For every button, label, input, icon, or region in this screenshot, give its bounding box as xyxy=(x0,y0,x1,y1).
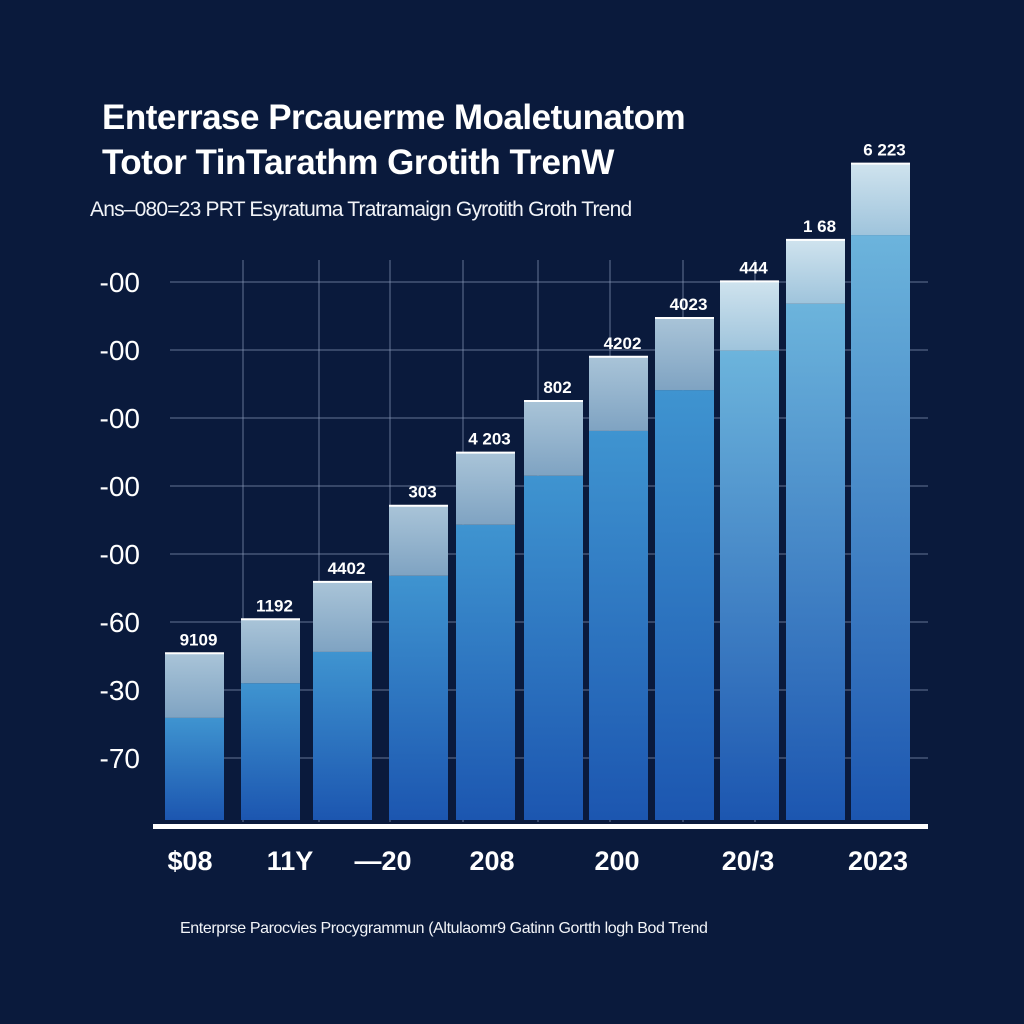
y-tick-label: -00 xyxy=(100,539,140,570)
bar-segment-top xyxy=(241,619,300,684)
chart-title: Enterrase Prcauerme Moaletunatom xyxy=(102,98,686,137)
bar-segment-base xyxy=(389,575,448,820)
bar-data-label: 1 68 xyxy=(803,217,836,236)
bar-segment-top xyxy=(720,281,779,351)
bar-segment-top xyxy=(313,581,372,652)
bar-data-label: 303 xyxy=(408,483,436,502)
x-tick-label: $08 xyxy=(167,846,212,876)
bar-data-label: 6 223 xyxy=(863,141,906,160)
bar-segment-base xyxy=(720,350,779,820)
x-tick-label: 11Y xyxy=(267,846,314,876)
y-tick-label: -00 xyxy=(100,403,140,434)
x-tick-label: —20 xyxy=(354,846,411,876)
x-tick-label: 208 xyxy=(469,846,514,876)
bar-segment-top xyxy=(655,318,714,391)
bar-segment-top xyxy=(786,239,845,304)
bar-segment-top xyxy=(589,356,648,431)
bar-data-label: 1192 xyxy=(256,596,293,615)
bar-data-label: 4402 xyxy=(328,559,366,578)
bar-segment-base xyxy=(524,475,583,820)
bar-data-label: 4 203 xyxy=(468,430,511,449)
y-tick-label: -00 xyxy=(100,267,140,298)
bar-segment-base xyxy=(786,303,845,820)
chart-footer: Enterprse Parocvies Procygrammun (Altula… xyxy=(180,920,708,937)
bar-data-label: 4202 xyxy=(604,334,642,353)
bar-segment-top xyxy=(456,452,515,525)
x-axis-line xyxy=(153,824,928,829)
chart-subtitle: Ans–080=23 PRT Esyratuma Tratramaign Gyr… xyxy=(90,198,632,221)
bar-segment-top xyxy=(389,505,448,576)
bar-data-label: 4023 xyxy=(670,295,708,314)
x-tick-label: 20/3 xyxy=(722,846,775,876)
bar-segment-top xyxy=(165,653,224,718)
y-tick-label: -60 xyxy=(100,607,140,638)
bar-segment-top xyxy=(851,163,910,236)
bar-segment-base xyxy=(241,683,300,820)
chart-title-line2: Totor TinTarathm Grotith TrenW xyxy=(102,143,614,182)
x-tick-label: 2023 xyxy=(848,846,908,876)
bar-segment-base xyxy=(313,651,372,820)
y-tick-label: -70 xyxy=(100,743,140,774)
bar-data-label: 802 xyxy=(543,378,571,397)
bar-segment-base xyxy=(655,390,714,820)
y-tick-label: -30 xyxy=(100,675,140,706)
bar-data-label: 444 xyxy=(739,258,768,277)
bar-segment-base xyxy=(456,524,515,820)
x-tick-label: 200 xyxy=(594,846,639,876)
y-tick-label: -00 xyxy=(100,335,140,366)
y-tick-label: -00 xyxy=(100,471,140,502)
bar-segment-base xyxy=(589,430,648,820)
bar-segment-base xyxy=(851,235,910,820)
bar-data-label: 9109 xyxy=(180,630,218,649)
bar-segment-base xyxy=(165,717,224,820)
bar-segment-top xyxy=(524,401,583,476)
